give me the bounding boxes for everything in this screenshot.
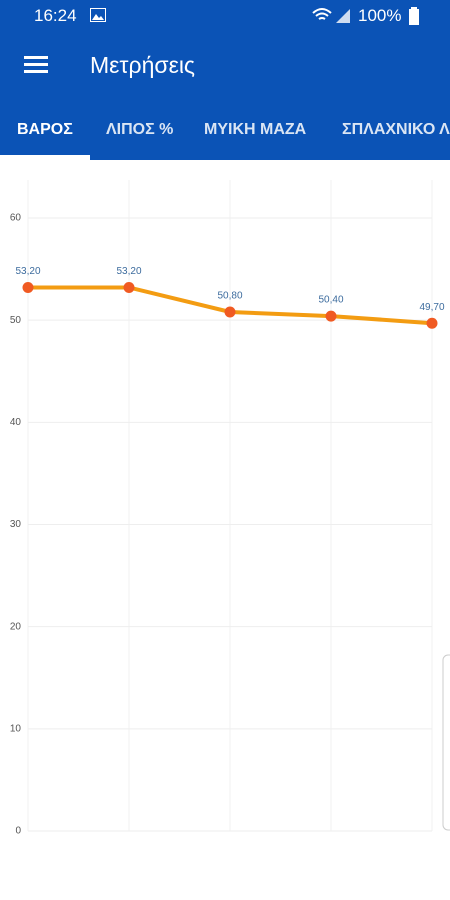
value-label: 50,40 [318, 295, 343, 306]
y-tick-label: 10 [10, 723, 22, 734]
tab[interactable]: ΜΥΙΚΗ ΜΑΖΑ [204, 121, 307, 138]
y-tick-label: 40 [10, 417, 22, 428]
y-tick-label: 20 [10, 621, 22, 632]
tab[interactable]: ΒΑΡΟΣ [17, 121, 73, 138]
app-title: Μετρήσεις [90, 52, 196, 78]
status-battery: 100% [358, 6, 402, 25]
image-icon [90, 8, 106, 22]
status-time: 16:24 [34, 6, 77, 25]
value-label: 53,20 [116, 266, 141, 277]
tab[interactable]: ΣΠΛΑΧΝΙΚΟ Λ [342, 121, 450, 138]
signal-icons [312, 8, 350, 23]
battery-icon [409, 7, 419, 25]
point [426, 317, 438, 329]
value-label: 50,80 [217, 291, 242, 302]
y-tick-label: 0 [15, 826, 21, 837]
point [123, 281, 135, 293]
y-tick-label: 50 [10, 315, 22, 326]
tab-indicator [0, 155, 90, 160]
value-label: 49,70 [419, 302, 444, 313]
point [325, 310, 337, 322]
header: 16:24 100% Μετρήσεις ΒΑΡΟΣ ΛΙΠΟΣ % ΜΥΙΚΗ… [0, 0, 450, 160]
y-tick-label: 60 [10, 213, 22, 224]
side-handle[interactable] [442, 654, 450, 831]
tab[interactable]: ΛΙΠΟΣ % [106, 121, 174, 138]
value-label: 53,20 [15, 266, 40, 277]
menu-button[interactable] [24, 56, 48, 74]
point [22, 281, 34, 293]
y-tick-label: 30 [10, 519, 22, 530]
point [224, 306, 236, 318]
